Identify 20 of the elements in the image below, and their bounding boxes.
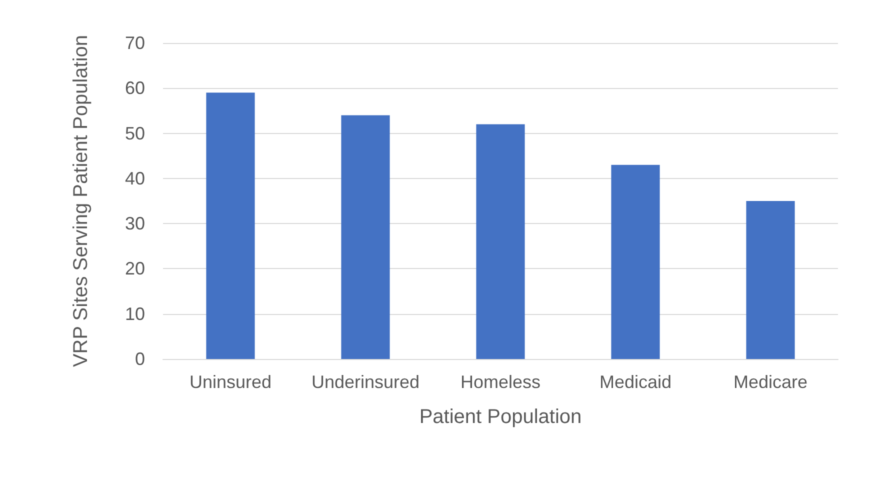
y-tick-label: 60 bbox=[124, 78, 145, 98]
y-axis-title: VRP Sites Serving Patient Population bbox=[70, 34, 92, 368]
y-tick-label: 30 bbox=[124, 214, 145, 234]
x-tick-label: Uninsured bbox=[189, 372, 272, 392]
y-tick-label: 10 bbox=[124, 304, 145, 324]
bar bbox=[206, 92, 255, 359]
bar bbox=[746, 201, 795, 359]
x-tick-label: Medicaid bbox=[599, 372, 672, 392]
x-axis-title: Patient Population bbox=[419, 406, 582, 428]
y-tick-label: 20 bbox=[124, 258, 145, 279]
bar bbox=[476, 124, 525, 359]
y-tick-label: 50 bbox=[124, 123, 145, 144]
bar bbox=[341, 115, 390, 359]
bar bbox=[611, 164, 660, 359]
y-tick-label: 70 bbox=[124, 33, 145, 53]
x-tick-label: Medicare bbox=[733, 372, 808, 392]
x-tick-label: Underinsured bbox=[311, 372, 420, 392]
x-tick-label: Homeless bbox=[460, 372, 541, 392]
y-tick-label: 0 bbox=[134, 349, 145, 369]
y-tick-label: 40 bbox=[124, 168, 145, 188]
